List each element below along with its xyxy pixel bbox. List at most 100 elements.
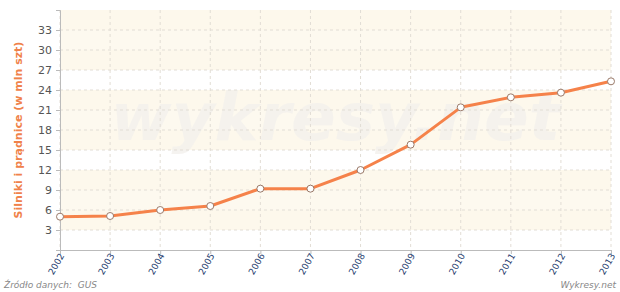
y-tick-mark (56, 50, 60, 51)
watermark: wykresy.net (111, 79, 563, 156)
point (57, 213, 64, 220)
x-tick-label: 2008 (347, 251, 367, 276)
x-tick-label: 2011 (497, 252, 517, 277)
x-tick-label: 2004 (146, 251, 166, 276)
y-tick-label: 21 (38, 104, 52, 117)
y-tick-mark (56, 90, 60, 91)
y-tick-label: 33 (38, 24, 52, 37)
x-tick: 2004 (146, 250, 166, 276)
y-tick-label: 9 (45, 184, 52, 197)
y-tick: 24 (38, 84, 60, 97)
y-tick-label: 27 (38, 64, 52, 77)
x-tick: 2010 (447, 250, 467, 276)
stripe (60, 190, 611, 210)
y-tick: 12 (38, 164, 60, 177)
y-tick: 21 (38, 104, 60, 117)
stripe (60, 230, 611, 250)
y-tick-label: 30 (38, 44, 52, 57)
x-tick-label: 2006 (247, 251, 267, 276)
grid-line-x (510, 10, 511, 250)
point (507, 94, 514, 101)
y-tick-label: 6 (45, 204, 52, 217)
x-tick: 2012 (547, 250, 567, 276)
y-tick-mark (56, 30, 60, 31)
grid-line-x (210, 10, 211, 250)
grid-line-x (360, 10, 361, 250)
y-tick-mark (56, 130, 60, 131)
grid-line-x (410, 10, 411, 250)
x-tick: 2011 (497, 250, 517, 276)
grid-line-x (260, 10, 261, 250)
y-tick: 9 (45, 184, 60, 197)
y-tick-label: 18 (38, 124, 52, 137)
series (57, 78, 615, 220)
x-tick: 2007 (297, 250, 317, 276)
grid-line-x (611, 10, 612, 250)
stripe (60, 50, 611, 70)
y-tick-label: 3 (45, 224, 52, 237)
grid-line-y (60, 150, 611, 151)
x-tick-label: 2009 (397, 251, 417, 276)
y-tick: 27 (38, 64, 60, 77)
x-tick-label: 2003 (96, 252, 116, 277)
point (608, 78, 615, 85)
stripe (60, 10, 611, 30)
grid-line-y (60, 50, 611, 51)
point (257, 185, 264, 192)
y-tick-mark (56, 170, 60, 171)
y-tick: 18 (38, 124, 60, 137)
y-tick-mark (56, 70, 60, 71)
y-tick: 15 (38, 144, 60, 157)
grid-line-y (60, 170, 611, 171)
point (207, 203, 214, 210)
plot: wykresy.net36912151821242730332002200320… (38, 10, 617, 276)
x-tick-label: 2012 (547, 252, 567, 277)
grid-line-y (60, 130, 611, 131)
grid-line-x (310, 10, 311, 250)
point (557, 89, 564, 96)
point (107, 213, 114, 220)
y-tick: 33 (38, 24, 60, 37)
grid-line-y (60, 210, 611, 211)
grid-line-y (60, 110, 611, 111)
x-axis: 2002 2003 2004 2005 2006 2007 2008 2009 2010 2011… (46, 250, 617, 276)
x-tick-label: 2010 (447, 251, 467, 276)
point (457, 104, 464, 111)
point (307, 185, 314, 192)
grid (60, 10, 611, 250)
y-tick-mark (56, 190, 60, 191)
chart: wykresy.net36912151821242730332002200320… (0, 0, 620, 292)
line (60, 81, 611, 216)
grid-line-y (60, 30, 611, 31)
x-tick: 2003 (96, 250, 116, 276)
y-tick: 30 (38, 44, 60, 57)
y-tick-mark (56, 110, 60, 111)
stripe (60, 30, 611, 50)
grid-line-x (460, 10, 461, 250)
grid-line-x (560, 10, 561, 250)
x-tick: 2009 (397, 250, 417, 276)
credit: Wykresy.net (560, 280, 616, 290)
y-tick-mark (56, 210, 60, 211)
y-tick-label: 24 (38, 84, 52, 97)
x-tick-label: 2007 (297, 252, 317, 277)
x-tick: 2006 (247, 250, 267, 276)
x-tick-label: 2013 (597, 252, 617, 277)
y-tick: 3 (45, 224, 60, 237)
point (407, 141, 414, 148)
background (60, 10, 611, 250)
x-tick: 2008 (347, 250, 367, 276)
grid-line-y (60, 190, 611, 191)
y-tick-label: 12 (38, 164, 52, 177)
point (357, 167, 364, 174)
point (157, 207, 164, 214)
y-tick-mark (56, 150, 60, 151)
x-tick-label: 2005 (197, 252, 217, 277)
source: Źródło danych: GUS (3, 279, 97, 290)
x-tick-label: 2002 (46, 252, 66, 277)
x-axis-line (61, 251, 612, 255)
x-tick: 2013 (597, 250, 617, 276)
grid-line-y (60, 230, 611, 231)
y-axis-title: Silniki i prądnice (w mln szt) (12, 42, 25, 219)
y-tick-label: 15 (38, 144, 52, 157)
